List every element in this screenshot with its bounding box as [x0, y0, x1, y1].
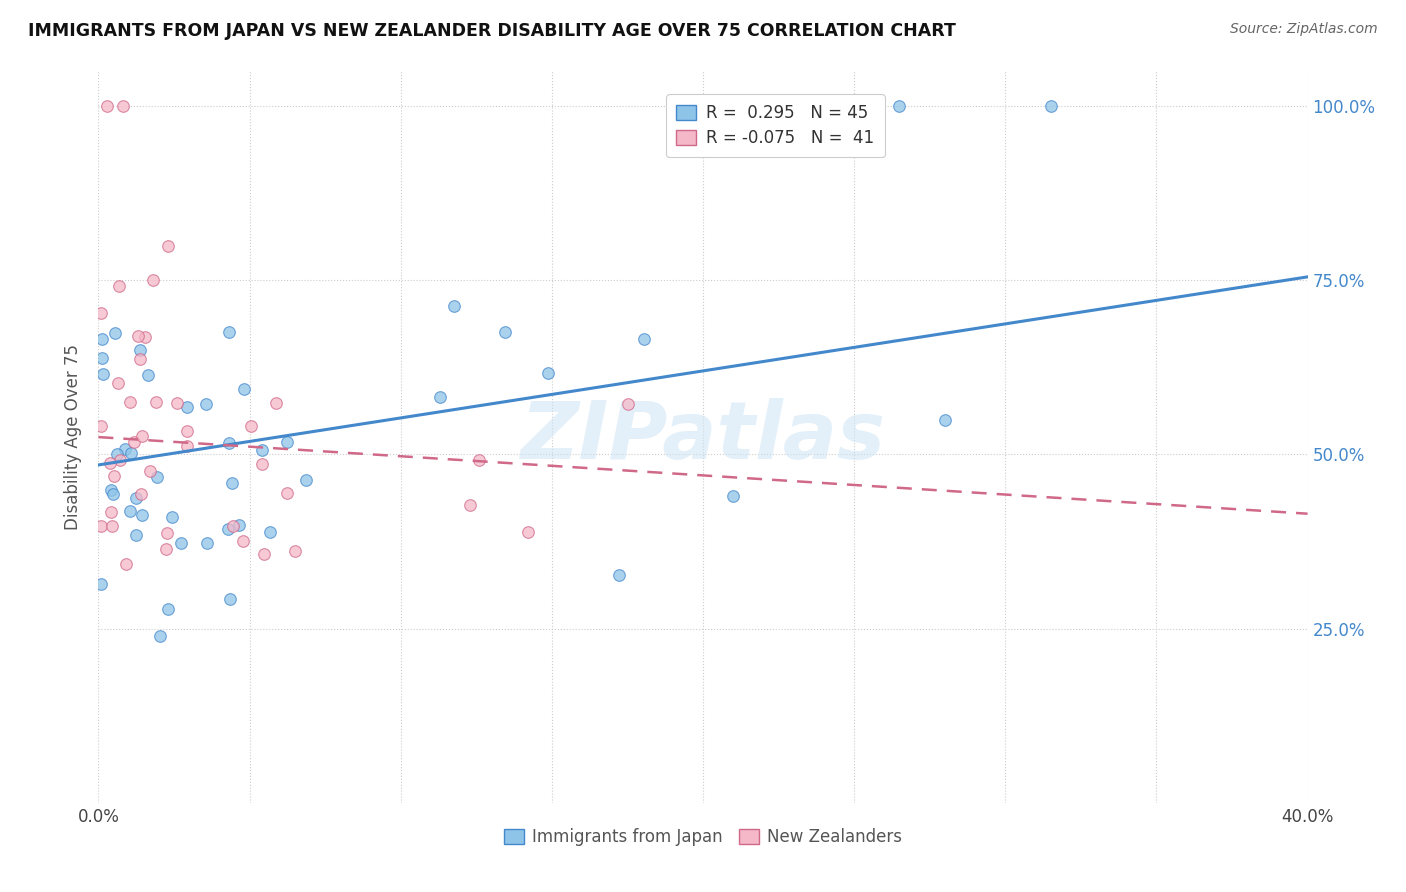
Point [218, 436, 240, 450]
Point [90, 518, 112, 533]
Point [176, 400, 198, 414]
Point [118, 504, 141, 518]
Point [494, 325, 516, 339]
Point [131, 429, 153, 443]
Point [124, 434, 146, 449]
Point [166, 396, 188, 410]
Point [129, 343, 152, 357]
Point [91, 351, 114, 366]
Point [723, 489, 745, 503]
Point [142, 273, 165, 287]
Point [138, 368, 160, 383]
Point [101, 518, 124, 533]
Text: IMMIGRANTS FROM JAPAN VS NEW ZEALANDER DISABILITY AGE OVER 75 CORRELATION CHART: IMMIGRANTS FROM JAPAN VS NEW ZEALANDER D… [28, 22, 956, 40]
Point [176, 424, 198, 438]
Point [91, 368, 114, 382]
Point [127, 329, 149, 343]
Point [240, 418, 263, 433]
Point [537, 367, 560, 381]
Point [155, 525, 177, 540]
Point [108, 452, 131, 467]
Point [934, 412, 956, 426]
Point [103, 468, 125, 483]
Point [100, 483, 122, 498]
Point [145, 394, 167, 409]
Point [146, 470, 169, 484]
Point [96, 99, 118, 113]
Point [607, 567, 630, 582]
Point [250, 458, 273, 472]
Text: Source: ZipAtlas.com: Source: ZipAtlas.com [1230, 22, 1378, 37]
Y-axis label: Disability Age Over 75: Disability Age Over 75 [65, 344, 83, 530]
Point [468, 452, 491, 467]
Point [125, 491, 148, 505]
Point [120, 394, 142, 409]
Point [157, 602, 180, 616]
Point [90, 418, 112, 433]
Point [129, 486, 152, 500]
Point [222, 518, 245, 533]
Point [284, 544, 307, 558]
Point [232, 533, 254, 548]
Point [107, 376, 129, 390]
Point [104, 326, 127, 340]
Point [429, 390, 451, 404]
Point [100, 505, 122, 519]
Point [129, 352, 152, 367]
Point [633, 332, 655, 346]
Text: ZIPatlas: ZIPatlas [520, 398, 886, 476]
Point [276, 434, 298, 449]
Point [134, 329, 156, 343]
Point [250, 442, 273, 457]
Point [221, 476, 243, 491]
Point [101, 487, 124, 501]
Point [228, 518, 250, 533]
Point [125, 528, 148, 542]
Point [90, 577, 112, 591]
Point [176, 439, 198, 453]
Point [90, 306, 112, 320]
Point [139, 464, 162, 478]
Legend: Immigrants from Japan, New Zealanders: Immigrants from Japan, New Zealanders [496, 822, 910, 853]
Point [458, 498, 481, 512]
Point [889, 99, 911, 113]
Point [170, 536, 193, 550]
Point [197, 536, 219, 550]
Point [131, 508, 153, 522]
Point [114, 557, 136, 571]
Point [155, 541, 177, 556]
Point [217, 522, 239, 536]
Point [1039, 99, 1062, 113]
Point [114, 442, 136, 457]
Point [264, 396, 287, 410]
Point [517, 525, 540, 540]
Point [149, 629, 172, 643]
Point [276, 485, 298, 500]
Point [156, 238, 179, 252]
Point [443, 299, 465, 313]
Point [233, 383, 256, 397]
Point [616, 397, 638, 411]
Point [253, 547, 276, 561]
Point [160, 509, 183, 524]
Point [107, 278, 129, 293]
Point [195, 397, 218, 411]
Point [218, 325, 240, 339]
Point [98, 456, 121, 470]
Point [111, 99, 134, 113]
Point [259, 524, 281, 539]
Point [91, 332, 114, 346]
Point [120, 446, 142, 460]
Point [105, 447, 128, 461]
Point [218, 591, 240, 606]
Point [295, 474, 318, 488]
